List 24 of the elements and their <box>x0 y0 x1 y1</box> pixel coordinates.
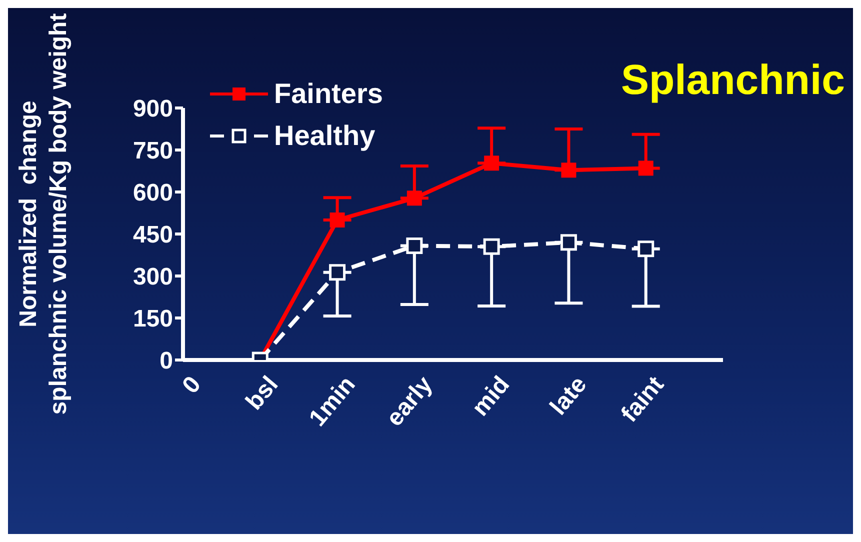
point <box>638 160 654 176</box>
point <box>330 212 345 228</box>
point <box>484 156 500 171</box>
x-tick-label: 0 <box>177 371 206 399</box>
point <box>406 190 422 206</box>
x-tick-label: late <box>544 371 592 420</box>
point <box>483 238 500 255</box>
chart-title: Splanchnic <box>620 56 845 104</box>
y-tick-label: 750 <box>132 138 173 165</box>
x-tick-label: bsl <box>240 371 284 416</box>
point <box>406 238 423 254</box>
y-axis-title: Normalized change splanchnic volume/Kg body weight <box>15 13 72 415</box>
legend-label: Fainters <box>274 78 383 110</box>
point <box>329 264 346 281</box>
y-tick-label: 150 <box>132 306 173 333</box>
point <box>638 240 654 258</box>
y-tick-label: 300 <box>132 264 173 291</box>
y-tick-label: 450 <box>132 222 173 249</box>
y-tick-label: 0 <box>160 348 173 375</box>
legend-label: Healthy <box>274 120 376 152</box>
y-tick-label: 600 <box>132 180 173 207</box>
point <box>560 234 577 251</box>
y-tick-label: 900 <box>132 96 173 123</box>
point <box>561 162 576 178</box>
